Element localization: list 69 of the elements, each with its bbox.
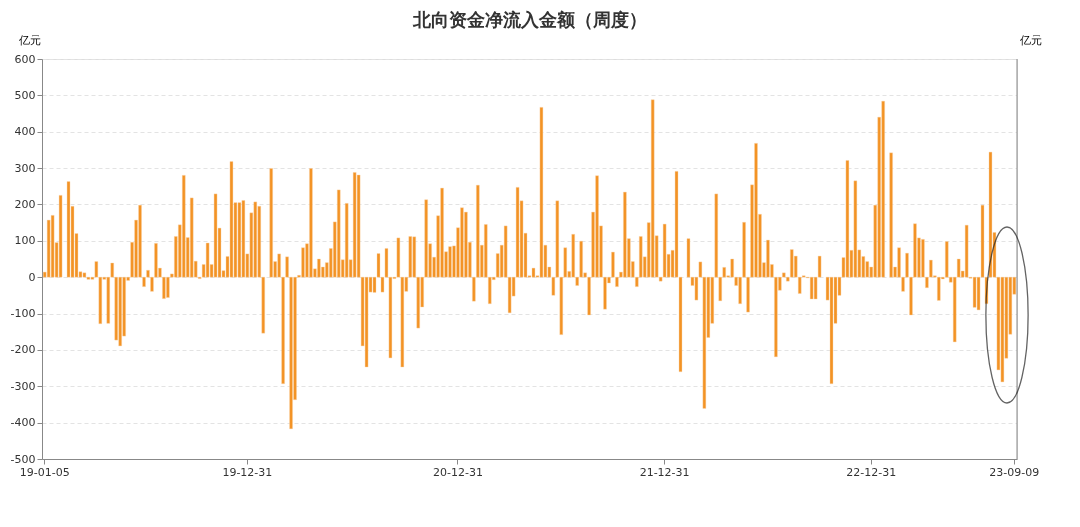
bar: [988, 151, 993, 278]
y-tick-label: -500: [10, 452, 36, 466]
bar: [309, 168, 313, 278]
bar: [809, 276, 814, 300]
bar: [118, 276, 122, 347]
bar: [213, 193, 218, 278]
y2-axis-title: 亿元: [1018, 33, 1042, 47]
bar: [301, 247, 305, 278]
bar: [464, 211, 468, 278]
bar: [531, 267, 536, 278]
y-axis-title: 亿元: [17, 33, 41, 47]
bar: [182, 175, 186, 278]
y-tick-label: 0: [28, 270, 36, 284]
bar: [364, 276, 369, 368]
bar: [50, 215, 55, 278]
bar: [237, 202, 242, 278]
y-tick-label: 600: [14, 52, 36, 66]
bar: [66, 181, 71, 278]
bar: [539, 107, 544, 278]
bar: [269, 168, 273, 278]
bar: [229, 161, 234, 278]
y-tick-label: 500: [14, 88, 36, 102]
chart-title: 北向资金净流入金额（周度）: [411, 9, 647, 30]
bar: [845, 160, 850, 278]
bar: [881, 100, 885, 278]
bar: [82, 272, 87, 278]
x-tick-label: 22-12-31: [846, 465, 897, 479]
bar: [337, 189, 341, 278]
y-tick-label: -100: [10, 307, 36, 321]
bar: [651, 99, 655, 278]
x-tick-label: 19-12-31: [222, 465, 273, 479]
bar: [460, 207, 464, 278]
bar: [253, 201, 257, 278]
bar: [964, 224, 969, 278]
x-tick-label: 19-01-05: [19, 465, 70, 479]
x-tick-label: 23-09-09: [989, 465, 1040, 479]
bar: [937, 276, 941, 301]
bar: [889, 152, 893, 278]
bar: [440, 187, 444, 278]
bar: [46, 219, 51, 278]
y-tick-label: 300: [14, 161, 36, 175]
bar: [790, 249, 794, 278]
bar: [662, 223, 667, 278]
bar: [853, 180, 858, 278]
bar: [352, 172, 357, 278]
bar: [317, 258, 321, 278]
bar: [345, 203, 349, 278]
y-tick-label: -200: [10, 343, 36, 357]
y-tick-label: -300: [10, 379, 36, 393]
x-tick-label: 20-12-31: [433, 465, 483, 479]
bar: [448, 246, 452, 278]
bar: [829, 276, 834, 384]
y-tick-label: -400: [10, 416, 36, 430]
bar: [766, 239, 770, 278]
bar: [58, 195, 63, 278]
bar: [241, 200, 246, 278]
y-tick-label: 400: [14, 125, 36, 139]
bar: [972, 276, 977, 308]
bar: [190, 197, 194, 278]
bar: [623, 191, 627, 278]
bar: [754, 143, 758, 278]
bar: [205, 242, 210, 278]
bar: [1000, 276, 1005, 383]
y-tick-label: 200: [14, 197, 36, 211]
bar: [86, 276, 91, 280]
y-tick-label: 100: [14, 234, 36, 248]
x-tick-label: 21-12-31: [639, 465, 690, 479]
bar: [166, 276, 170, 298]
bar: [595, 175, 599, 278]
